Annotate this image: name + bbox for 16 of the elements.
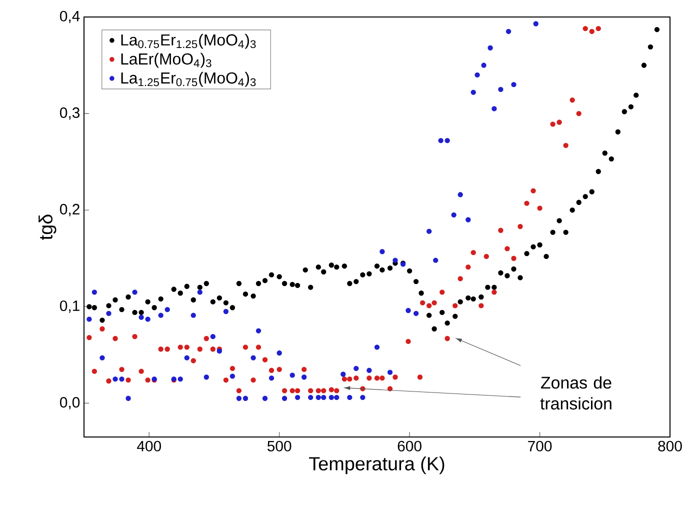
annotation: Zonas de transicion (540, 376, 612, 410)
x-tick-label: 500 (267, 440, 292, 452)
y-tick-label: 0,2 (60, 204, 80, 216)
x-tick-label: 700 (528, 440, 552, 452)
legend-label: La$_{1.25}$Er$_{0.75}$(MoO$_{4}$)$_{3}$ (121, 72, 256, 87)
y-tick-label: 0,4 (60, 10, 80, 24)
x-tick-label: 600 (398, 440, 422, 452)
x-axis-title: Temperatura (K) (309, 456, 444, 474)
y-axis-title: tgδ (38, 214, 56, 240)
y-tick-label: 0,0 (60, 397, 80, 410)
x-tick-label: 800 (658, 440, 682, 452)
legend-label: La$_{0.75}$Er$_{1.25}$(MoO$_{4}$)$_{3}$ (121, 34, 256, 49)
legend-label: LaEr(MoO$_{4}$)$_{3}$ (121, 52, 212, 68)
x-tick-label: 400 (136, 440, 161, 452)
y-tick-label: 0,3 (60, 107, 80, 120)
y-tick-label: 0,1 (60, 300, 80, 313)
